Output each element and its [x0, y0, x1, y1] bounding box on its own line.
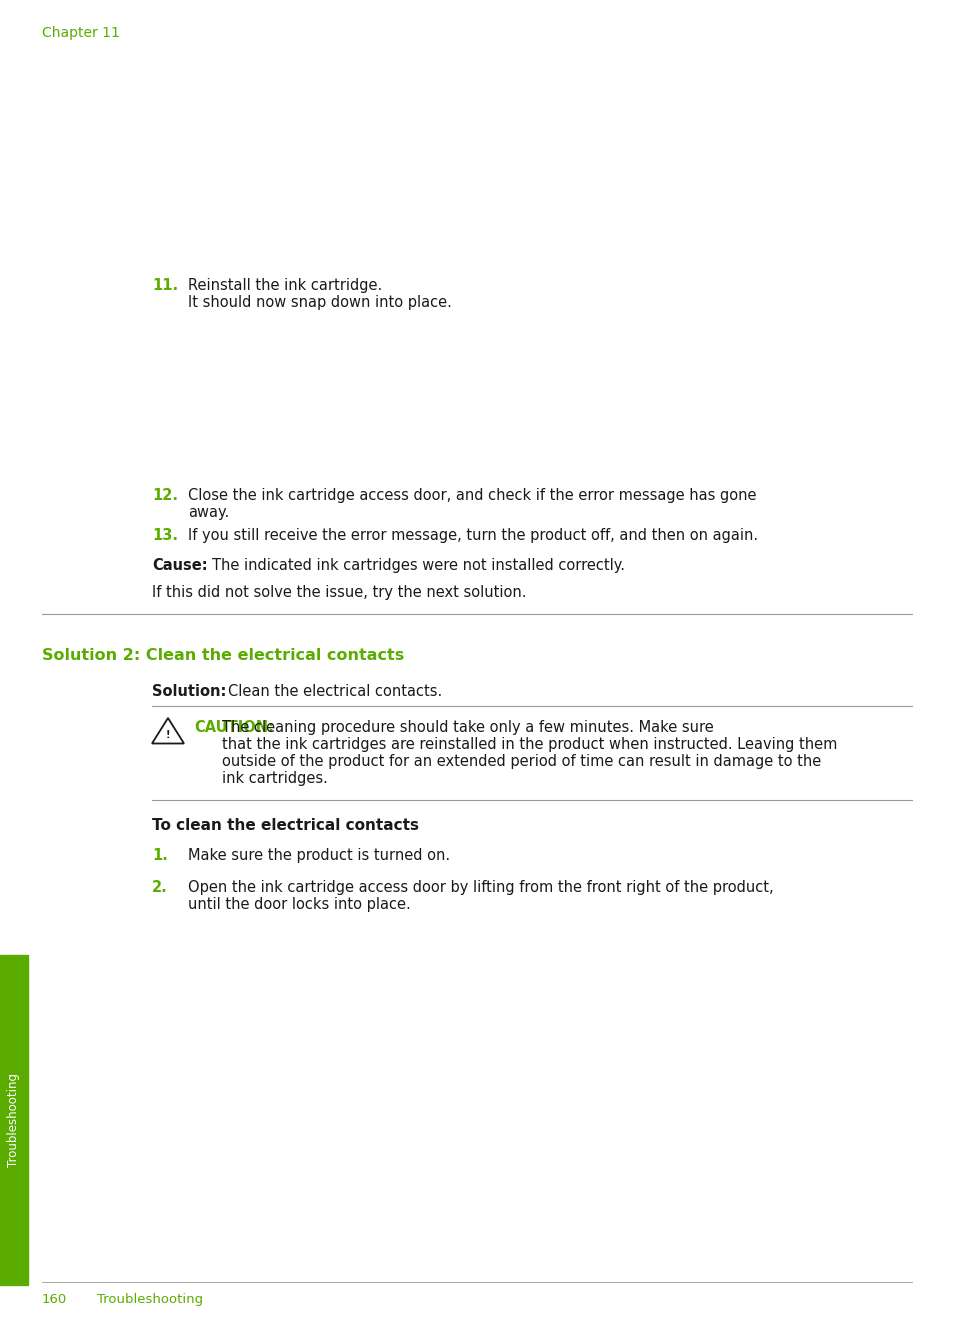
Text: 160: 160 — [42, 1293, 67, 1306]
Text: Clean the electrical contacts.: Clean the electrical contacts. — [228, 684, 442, 699]
Text: Make sure the product is turned on.: Make sure the product is turned on. — [188, 848, 450, 863]
Text: Chapter 11: Chapter 11 — [42, 26, 120, 40]
Text: away.: away. — [188, 505, 229, 520]
Text: If this did not solve the issue, try the next solution.: If this did not solve the issue, try the… — [152, 585, 526, 600]
Polygon shape — [152, 719, 184, 744]
Text: that the ink cartridges are reinstalled in the product when instructed. Leaving : that the ink cartridges are reinstalled … — [222, 737, 837, 752]
Text: Solution:: Solution: — [152, 684, 226, 699]
Text: To clean the electrical contacts: To clean the electrical contacts — [152, 818, 418, 834]
Text: Cause:: Cause: — [152, 557, 208, 573]
Text: The indicated ink cartridges were not installed correctly.: The indicated ink cartridges were not in… — [212, 557, 624, 573]
Text: 1.: 1. — [152, 848, 168, 863]
Bar — [0, 955, 28, 1285]
Text: CAUTION:: CAUTION: — [193, 720, 274, 734]
Text: Troubleshooting: Troubleshooting — [8, 1073, 20, 1166]
Text: 12.: 12. — [152, 487, 178, 503]
Text: Reinstall the ink cartridge.: Reinstall the ink cartridge. — [188, 277, 382, 293]
Text: It should now snap down into place.: It should now snap down into place. — [188, 295, 452, 310]
Text: Solution 2: Clean the electrical contacts: Solution 2: Clean the electrical contact… — [42, 649, 404, 663]
Text: 2.: 2. — [152, 880, 168, 896]
Text: 11.: 11. — [152, 277, 178, 293]
Text: Troubleshooting: Troubleshooting — [97, 1293, 203, 1306]
Text: 13.: 13. — [152, 528, 178, 543]
Text: !: ! — [166, 729, 170, 740]
Text: Close the ink cartridge access door, and check if the error message has gone: Close the ink cartridge access door, and… — [188, 487, 756, 503]
Text: The cleaning procedure should take only a few minutes. Make sure: The cleaning procedure should take only … — [222, 720, 713, 734]
Text: outside of the product for an extended period of time can result in damage to th: outside of the product for an extended p… — [222, 754, 821, 769]
Text: ink cartridges.: ink cartridges. — [222, 771, 328, 786]
Text: Open the ink cartridge access door by lifting from the front right of the produc: Open the ink cartridge access door by li… — [188, 880, 773, 896]
Text: until the door locks into place.: until the door locks into place. — [188, 897, 411, 911]
Text: If you still receive the error message, turn the product off, and then on again.: If you still receive the error message, … — [188, 528, 758, 543]
